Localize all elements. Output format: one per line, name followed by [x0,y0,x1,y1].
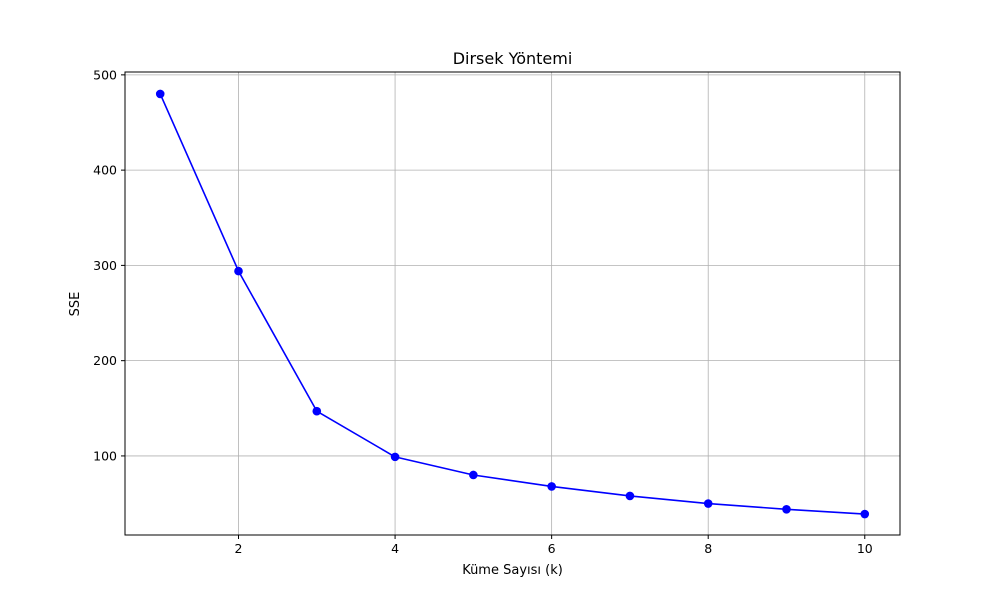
data-point [155,89,165,99]
series-layer [155,89,870,519]
ticks-layer: 2 4 6 8 10 100 200 300 400 500 [93,67,873,556]
data-point [234,266,243,276]
x-tick-label: 4 [391,541,399,556]
data-point [625,491,635,501]
x-tick-label: 6 [548,541,556,556]
data-point [782,504,791,514]
x-tick-label: 8 [704,541,712,556]
y-tick-label: 500 [93,67,117,82]
x-tick-label: 2 [235,541,243,556]
grid [125,72,900,535]
x-axis-label: Küme Sayısı (k) [462,563,563,578]
series-line [159,93,865,515]
data-point [547,482,556,491]
y-axis-label: SSE [68,292,83,317]
x-tick-label: 10 [857,541,873,556]
y-tick-label: 100 [93,448,117,463]
chart-title: Dirsek Yöntemi [453,49,573,68]
data-point [860,509,870,519]
plot-frame [124,71,901,536]
y-tick-label: 400 [93,163,117,178]
data-point [703,499,713,508]
data-point [469,470,478,480]
y-tick-label: 200 [93,353,117,368]
data-point [312,406,322,416]
y-tick-label: 300 [93,258,117,273]
data-point [390,452,400,462]
